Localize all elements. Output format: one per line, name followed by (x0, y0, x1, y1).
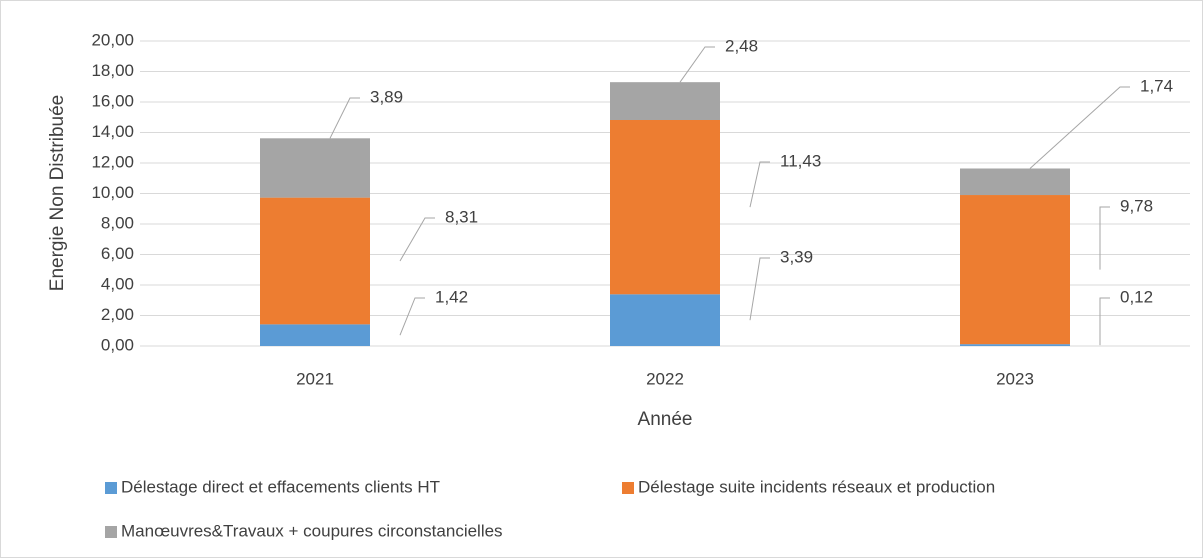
x-tick-label: 2021 (296, 369, 334, 388)
data-label: 8,31 (445, 207, 478, 226)
bar-segment (960, 195, 1070, 345)
data-label: 0,12 (1120, 287, 1153, 306)
bar-segment (960, 168, 1070, 196)
y-tick-label: 10,00 (91, 183, 134, 202)
leader-line (1099, 206, 1110, 270)
leader-line (749, 161, 770, 208)
leader-line (329, 97, 360, 139)
bar-segment (610, 82, 720, 120)
leader-line (399, 297, 425, 336)
data-label: 2,48 (725, 36, 758, 55)
y-tick-label: 6,00 (101, 244, 134, 263)
y-tick-label: 20,00 (91, 30, 134, 49)
y-tick-label: 12,00 (91, 152, 134, 171)
data-label: 1,74 (1140, 76, 1173, 95)
bar-segment (260, 197, 370, 325)
legend-swatch (105, 526, 117, 538)
x-tick-label: 2022 (646, 369, 684, 388)
x-axis-label: Année (638, 409, 693, 430)
y-axis-label: Energie Non Distribuée (47, 95, 68, 291)
y-tick-label: 14,00 (91, 122, 134, 141)
leader-line (1029, 86, 1130, 169)
y-tick-label: 8,00 (101, 213, 134, 232)
y-tick-label: 4,00 (101, 274, 134, 293)
data-label: 9,78 (1120, 196, 1153, 215)
legend-label: Manœuvres&Travaux + coupures circonstanc… (121, 521, 503, 540)
data-label: 1,42 (435, 287, 468, 306)
data-label: 11,43 (780, 151, 821, 170)
y-tick-label: 0,00 (101, 335, 134, 354)
y-tick-label: 2,00 (101, 305, 134, 324)
bar-segment (610, 119, 720, 295)
y-tick-label: 18,00 (91, 61, 134, 80)
legend-swatch (622, 482, 634, 494)
leader-line (399, 217, 435, 262)
y-tick-label: 16,00 (91, 91, 134, 110)
bar-segment (960, 344, 1070, 346)
leader-line (679, 46, 715, 83)
bar-segment (260, 324, 370, 346)
legend-label: Délestage direct et effacements clients … (121, 477, 440, 496)
data-label: 3,39 (780, 247, 813, 266)
data-label: 3,89 (370, 87, 403, 106)
legend-swatch (105, 482, 117, 494)
bar-segment (260, 138, 370, 198)
x-tick-label: 2023 (996, 369, 1034, 388)
legend-label: Délestage suite incidents réseaux et pro… (638, 477, 995, 496)
bar-segment (610, 294, 720, 346)
leader-line (749, 257, 770, 321)
leader-line (1099, 297, 1110, 346)
